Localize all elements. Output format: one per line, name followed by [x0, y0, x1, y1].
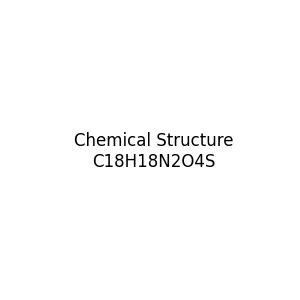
Text: Chemical Structure
C18H18N2O4S: Chemical Structure C18H18N2O4S: [74, 132, 233, 171]
